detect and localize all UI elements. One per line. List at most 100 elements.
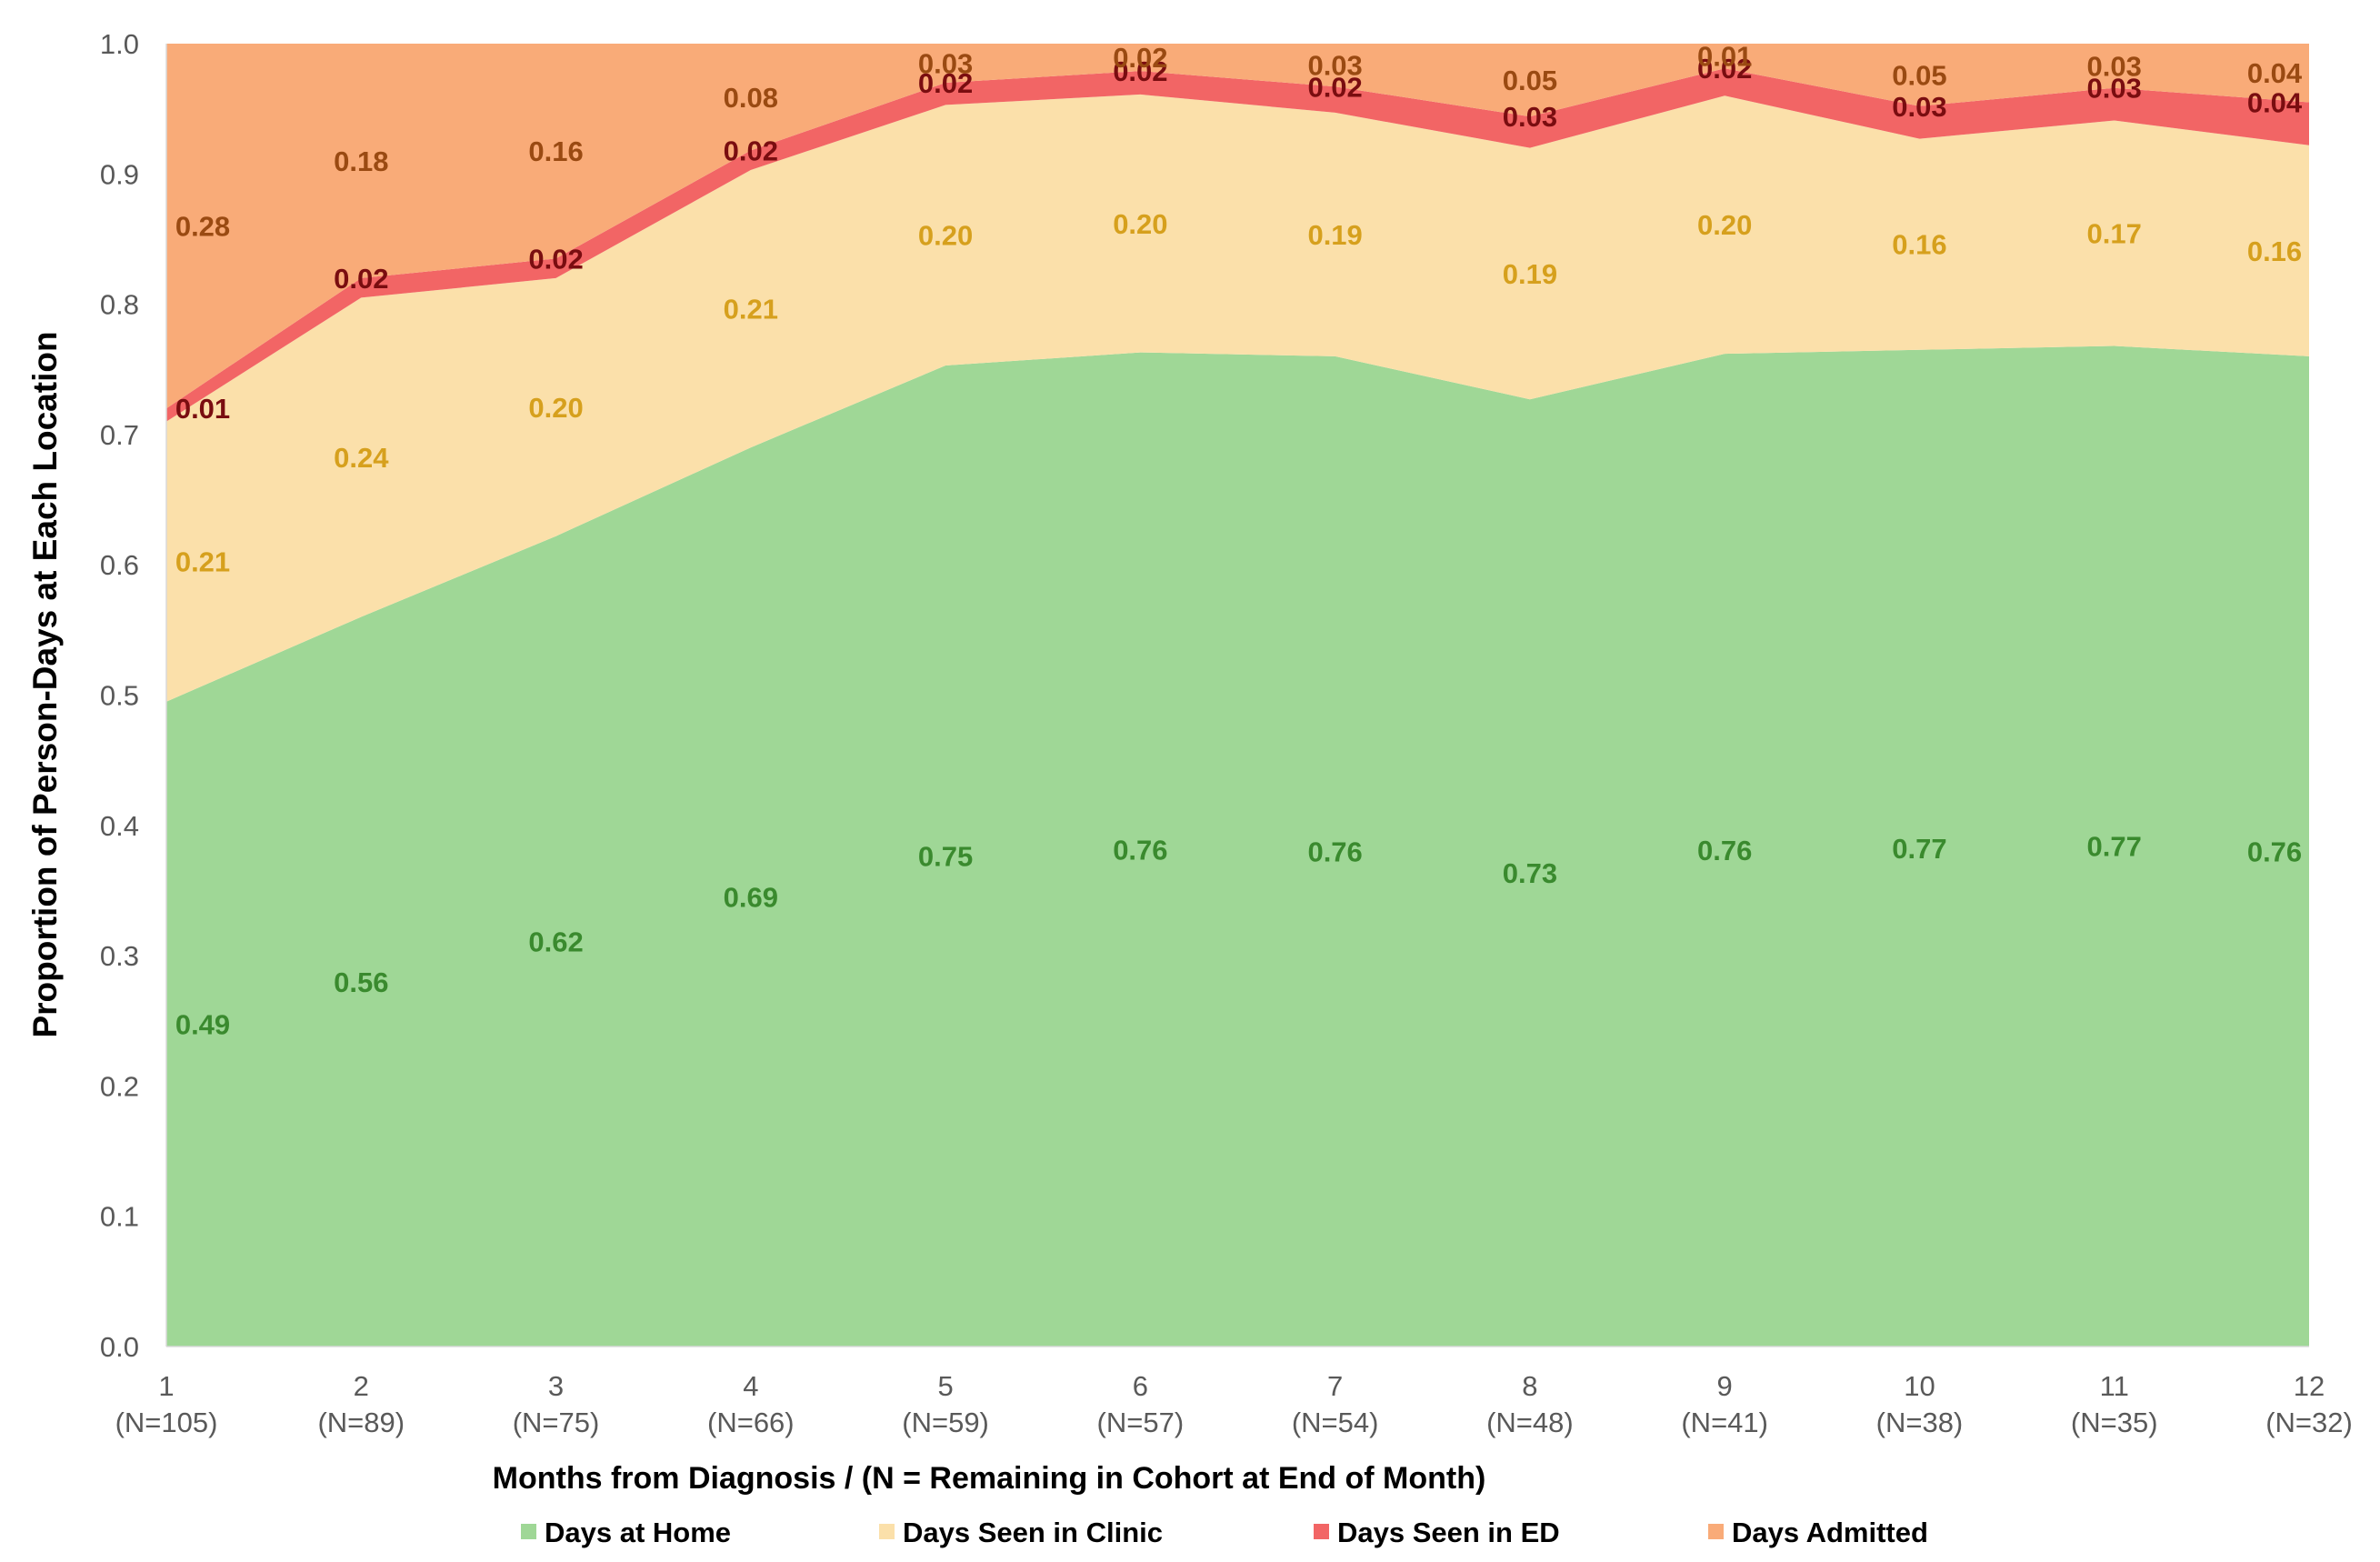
data-label-days-admitted: 0.02 [1113, 42, 1167, 74]
area-layer [166, 44, 2309, 1347]
axes-layer: 0.0 0.1 0.2 0.3 0.4 0.5 0.6 0.7 0.8 0.9 1.0 1 (N=105… [100, 28, 2353, 1438]
data-label-days-seen-in-clinic: 0.16 [2247, 235, 2302, 267]
data-label-days-admitted: 0.05 [1503, 65, 1557, 96]
data-label-days-seen-in-ed: 0.02 [724, 135, 778, 167]
y-tick-label: 0.1 [100, 1201, 139, 1233]
data-label-days-seen-in-clinic: 0.19 [1307, 219, 1362, 251]
data-label-days-at-home: 0.77 [2087, 831, 2142, 863]
data-label-days-at-home: 0.62 [528, 926, 583, 957]
data-label-days-seen-in-ed: 0.02 [1307, 71, 1362, 103]
y-axis-title: Proportion of Person-Days at Each Locati… [26, 331, 64, 1037]
data-label-days-seen-in-ed: 0.03 [1503, 101, 1557, 133]
x-tick-n-label: (N=38) [1876, 1407, 1964, 1438]
y-tick-label: 0.2 [100, 1070, 139, 1102]
x-tick-n-label: (N=75) [513, 1407, 600, 1438]
x-tick-n-label: (N=57) [1097, 1407, 1185, 1438]
legend-label-days-at-home: Days at Home [545, 1517, 731, 1548]
data-label-days-at-home: 0.73 [1503, 857, 1557, 889]
legend-swatch-days-admitted [1708, 1524, 1724, 1539]
x-tick-month-label: 4 [743, 1370, 758, 1402]
y-tick-label: 0.3 [100, 940, 139, 972]
y-tick-label: 0.0 [100, 1331, 139, 1363]
x-tick-month-label: 9 [1717, 1370, 1733, 1402]
x-tick-n-label: (N=35) [2071, 1407, 2158, 1438]
data-label-days-admitted: 0.03 [1307, 50, 1362, 82]
legend-label-days-seen-in-ed: Days Seen in ED [1337, 1517, 1560, 1548]
y-tick-label: 0.9 [100, 158, 139, 190]
x-tick-n-label: (N=89) [317, 1407, 405, 1438]
data-label-days-admitted: 0.04 [2247, 57, 2303, 89]
data-label-days-admitted: 0.01 [1697, 41, 1752, 73]
data-label-days-admitted: 0.03 [918, 48, 973, 80]
data-label-days-seen-in-clinic: 0.24 [334, 442, 389, 474]
data-label-days-admitted: 0.05 [1892, 59, 1946, 91]
x-tick-n-label: (N=32) [2265, 1407, 2353, 1438]
x-tick-month-label: 1 [158, 1370, 174, 1402]
data-label-days-admitted: 0.03 [2087, 50, 2142, 82]
data-label-days-at-home: 0.75 [918, 841, 973, 873]
data-label-days-seen-in-ed: 0.02 [1697, 53, 1752, 85]
area-days-at-home [166, 345, 2309, 1347]
data-label-layer: 0.49 0.56 0.62 0.69 0.75 0.76 0.76 0.73 0.76 0.77… [175, 41, 2303, 1041]
data-label-days-at-home: 0.77 [1892, 833, 1946, 865]
x-tick-month-label: 12 [2294, 1370, 2325, 1402]
x-tick-n-label: (N=48) [1486, 1407, 1574, 1438]
data-label-days-at-home: 0.76 [2247, 836, 2302, 868]
x-tick-month-label: 5 [937, 1370, 953, 1402]
data-label-days-seen-in-ed: 0.03 [1892, 91, 1946, 123]
area-days-seen-in-ed [166, 68, 2309, 422]
legend-swatch-days-seen-in-clinic [879, 1524, 895, 1539]
legend-swatch-days-seen-in-ed [1314, 1524, 1329, 1539]
data-label-days-seen-in-clinic: 0.17 [2087, 218, 2142, 250]
x-tick-month-label: 2 [354, 1370, 369, 1402]
data-label-days-seen-in-clinic: 0.16 [1892, 229, 1946, 261]
x-tick-month-label: 10 [1904, 1370, 1935, 1402]
data-label-days-seen-in-clinic: 0.21 [175, 546, 230, 578]
data-label-days-seen-in-clinic: 0.20 [1113, 208, 1167, 240]
data-label-days-admitted: 0.16 [528, 135, 583, 167]
y-tick-label: 1.0 [100, 28, 139, 60]
data-label-days-seen-in-clinic: 0.20 [1697, 209, 1752, 241]
data-label-days-at-home: 0.76 [1307, 836, 1362, 868]
data-label-days-at-home: 0.56 [334, 966, 388, 998]
x-tick-month-label: 11 [2100, 1370, 2129, 1402]
x-tick-month-label: 8 [1522, 1370, 1537, 1402]
y-tick-label: 0.5 [100, 680, 139, 712]
data-label-days-admitted: 0.08 [724, 82, 778, 114]
data-label-days-seen-in-ed: 0.04 [2247, 87, 2303, 119]
y-tick-label: 0.6 [100, 549, 139, 581]
data-label-days-seen-in-ed: 0.02 [334, 263, 388, 295]
x-tick-month-label: 3 [548, 1370, 564, 1402]
x-tick-n-label: (N=41) [1681, 1407, 1768, 1438]
x-axis-title: Months from Diagnosis / (N = Remaining i… [493, 1461, 1486, 1496]
data-label-days-seen-in-ed: 0.02 [528, 243, 583, 275]
data-label-days-seen-in-ed: 0.03 [2087, 73, 2142, 105]
x-tick-n-label: (N=59) [902, 1407, 989, 1438]
data-label-days-seen-in-clinic: 0.21 [724, 294, 778, 325]
x-tick-month-label: 7 [1327, 1370, 1343, 1402]
area-days-seen-in-clinic [166, 94, 2309, 702]
data-label-days-seen-in-clinic: 0.19 [1503, 258, 1557, 290]
data-label-days-at-home: 0.49 [175, 1008, 230, 1040]
data-label-days-admitted: 0.18 [334, 145, 388, 177]
data-label-days-seen-in-ed: 0.02 [1113, 55, 1167, 87]
data-label-days-seen-in-ed: 0.02 [918, 67, 973, 99]
legend-swatch-days-at-home [521, 1524, 536, 1539]
data-label-days-at-home: 0.69 [724, 882, 778, 914]
x-tick-n-label: (N=66) [707, 1407, 795, 1438]
y-tick-label: 0.7 [100, 419, 139, 451]
x-tick-month-label: 6 [1133, 1370, 1148, 1402]
data-label-days-seen-in-clinic: 0.20 [528, 392, 583, 424]
data-label-days-seen-in-clinic: 0.20 [918, 220, 973, 252]
y-tick-label: 0.8 [100, 289, 139, 321]
data-label-days-at-home: 0.76 [1113, 834, 1167, 866]
data-label-days-at-home: 0.76 [1697, 835, 1752, 866]
data-label-days-seen-in-ed: 0.01 [175, 393, 230, 425]
data-label-days-admitted: 0.28 [175, 211, 230, 243]
x-tick-n-label: (N=54) [1292, 1407, 1379, 1438]
y-tick-label: 0.4 [100, 810, 139, 842]
area-days-admitted [166, 44, 2309, 409]
x-tick-n-label: (N=105) [115, 1407, 218, 1438]
